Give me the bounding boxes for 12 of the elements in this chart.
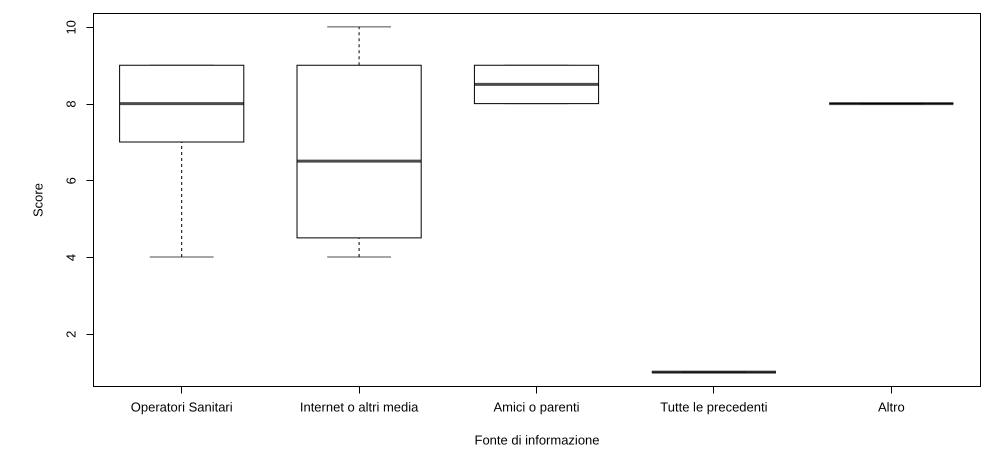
y-tick-label: 10 [64, 20, 78, 35]
x-axis-title: Fonte di informazione [474, 432, 600, 448]
x-tick-label: Altro [878, 400, 905, 414]
y-tick-label: 2 [64, 330, 78, 338]
y-tick-label: 4 [64, 254, 78, 262]
y-axis-title: Score [30, 183, 46, 217]
x-tick-label: Operatori Sanitari [130, 400, 233, 414]
x-tick-label: Amici o parenti [494, 400, 580, 414]
x-tick-label: Tutte le precedenti [660, 400, 768, 414]
y-tick-label: 8 [64, 100, 78, 108]
x-tick-label: Internet o altri media [300, 400, 420, 414]
y-tick-label: 6 [64, 177, 78, 184]
